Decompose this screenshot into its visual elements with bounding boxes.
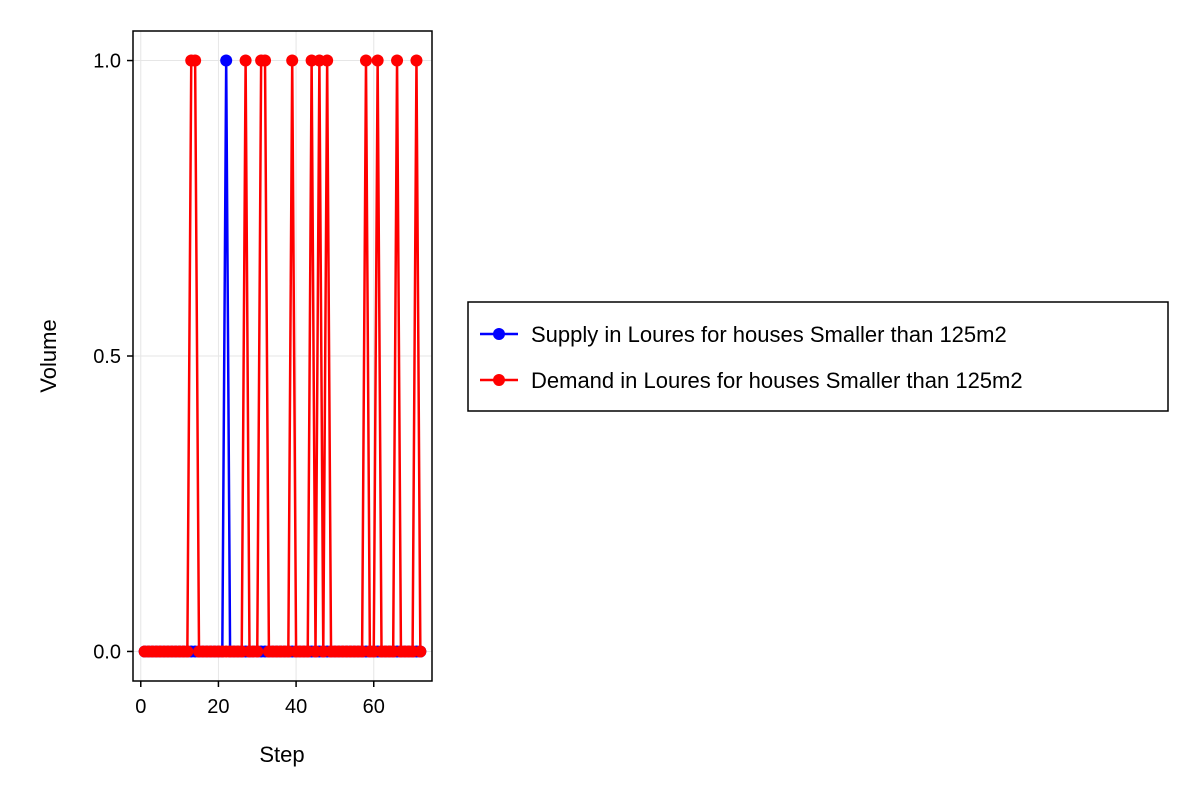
data-point [251, 645, 264, 658]
legend-label-supply: Supply in Loures for houses Smaller than… [531, 322, 1007, 347]
y-tick-label: 0.0 [93, 641, 121, 663]
axes: 0 20 40 60 0.0 0.5 1.0 [93, 51, 385, 718]
legend: Supply in Loures for houses Smaller than… [467, 301, 1169, 412]
grid-lines [133, 31, 432, 681]
data-point [321, 54, 334, 67]
data-point [286, 54, 299, 67]
data-point [181, 645, 194, 658]
x-tick-label: 40 [285, 696, 307, 718]
x-tick-label: 0 [135, 696, 146, 718]
data-point [410, 54, 423, 67]
data-point [371, 54, 384, 67]
series-demand [138, 54, 427, 658]
y-tick-label: 1.0 [93, 51, 121, 73]
legend-swatch-marker-supply [493, 328, 505, 340]
data-point [220, 54, 233, 67]
data-point [391, 54, 404, 67]
legend-swatch-marker-demand [493, 374, 505, 386]
data-point [359, 54, 372, 67]
legend-label-demand: Demand in Loures for houses Smaller than… [531, 368, 1023, 393]
legend-box [467, 301, 1169, 412]
y-tick-label: 0.5 [93, 346, 121, 368]
data-point [189, 54, 202, 67]
x-axis-label: Step [259, 742, 304, 767]
y-axis-label: Volume [36, 319, 61, 392]
x-tick-label: 20 [207, 696, 229, 718]
data-point [259, 54, 272, 67]
data-point [239, 54, 252, 67]
series-layer [138, 54, 427, 658]
x-tick-label: 60 [363, 696, 385, 718]
data-point [414, 645, 427, 658]
